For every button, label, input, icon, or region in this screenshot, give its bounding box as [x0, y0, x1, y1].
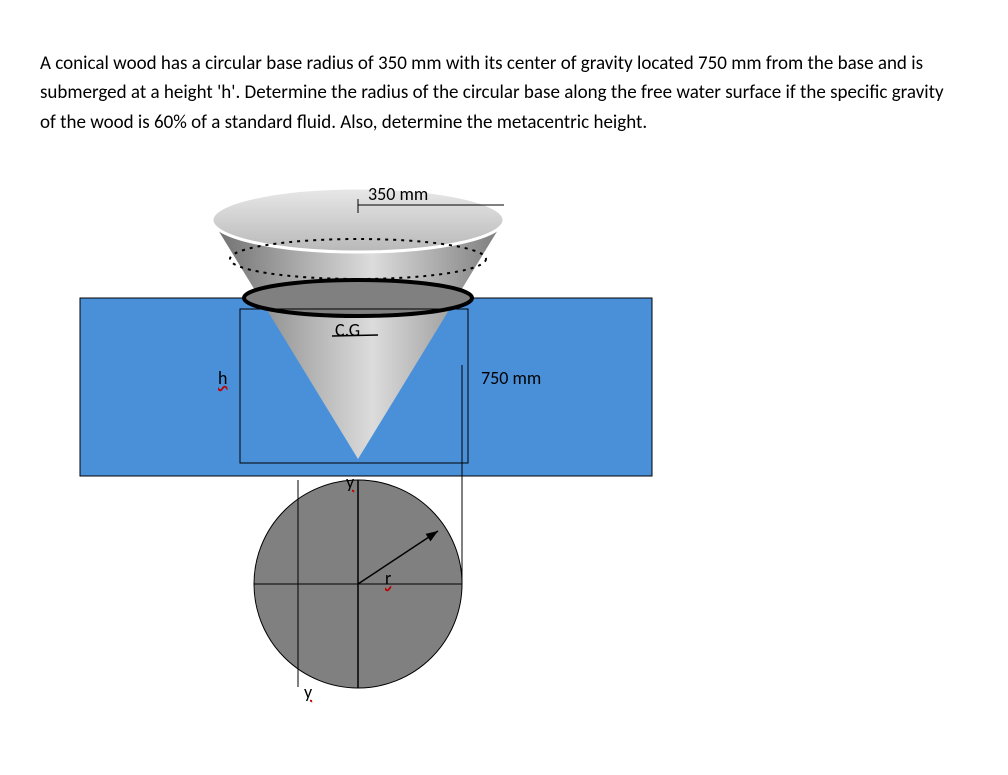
- label-h: h: [218, 367, 227, 389]
- label-750mm: 750 mm: [481, 367, 541, 389]
- label-350mm: 350 mm: [368, 183, 428, 205]
- figure: 350 mm C.G 750 mm h y r y: [40, 181, 680, 721]
- problem-statement: A conical wood has a circular base radiu…: [40, 49, 960, 137]
- label-y-bottom: y: [304, 681, 312, 703]
- cone-top-ellipse: [212, 188, 504, 252]
- label-cg: C.G: [335, 319, 360, 341]
- label-r: r: [385, 567, 391, 589]
- waterline-ellipse: [244, 280, 472, 316]
- figure-svg: [40, 181, 680, 721]
- label-y-center: y: [346, 471, 354, 493]
